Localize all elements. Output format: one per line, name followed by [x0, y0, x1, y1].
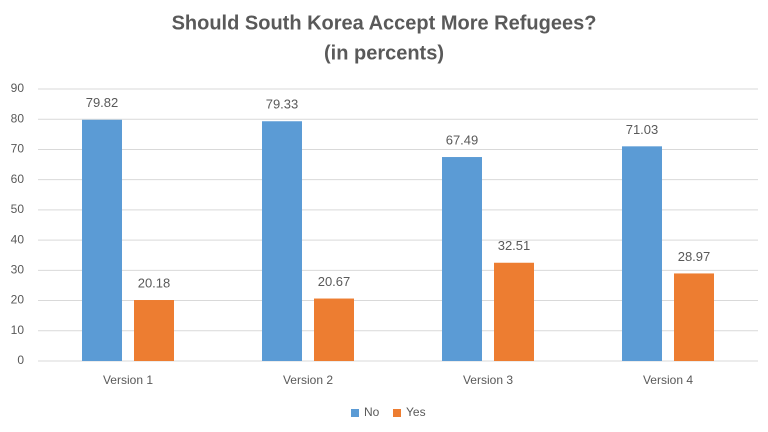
x-tick-label: Version 2: [283, 373, 333, 387]
bar: [622, 146, 662, 361]
data-label: 20.18: [138, 275, 171, 290]
y-tick-label: 80: [11, 111, 25, 125]
y-tick-label: 20: [11, 293, 25, 307]
data-label: 28.97: [678, 249, 711, 264]
y-tick-label: 60: [11, 172, 25, 186]
y-tick-label: 40: [11, 232, 25, 246]
legend-label: Yes: [406, 405, 426, 419]
data-label: 79.33: [266, 97, 299, 112]
y-tick-label: 90: [11, 81, 25, 95]
x-tick-label: Version 4: [643, 373, 693, 387]
bar: [442, 157, 482, 361]
bar: [314, 298, 354, 361]
y-tick-label: 70: [11, 142, 25, 156]
y-tick-label: 50: [11, 202, 25, 216]
bar: [262, 121, 302, 362]
data-label: 20.67: [318, 274, 351, 289]
data-label: 79.82: [86, 95, 119, 110]
bar: [82, 119, 122, 361]
y-tick-label: 0: [17, 353, 24, 367]
data-label: 32.51: [498, 238, 531, 253]
y-tick-label: 10: [11, 323, 25, 337]
bar: [134, 300, 174, 361]
legend-label: No: [364, 405, 380, 419]
chart-title: Should South Korea Accept More Refugees?: [172, 12, 597, 34]
data-label: 67.49: [446, 132, 479, 147]
legend-swatch: [351, 409, 359, 417]
y-tick-label: 30: [11, 263, 25, 277]
legend-swatch: [393, 409, 401, 417]
bar: [494, 262, 534, 361]
x-tick-label: Version 1: [103, 373, 153, 387]
data-label: 71.03: [626, 122, 659, 137]
chart-subtitle: (in percents): [324, 42, 444, 64]
bar: [674, 273, 714, 361]
x-tick-label: Version 3: [463, 373, 513, 387]
